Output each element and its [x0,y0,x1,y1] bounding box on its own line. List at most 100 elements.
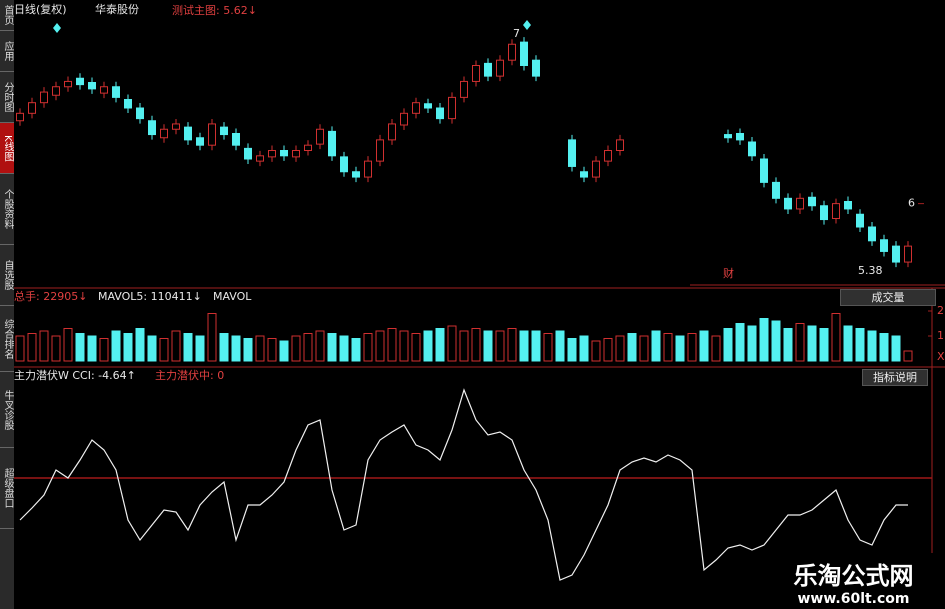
sidebar-tab[interactable]: 自选股 [0,245,14,306]
state-label: 主力潜伏中: 0 [155,368,224,382]
volume-bar [531,330,541,362]
candle [604,150,612,162]
volume-bar [411,333,421,362]
mavol5: MAVOL5: 110411↓ [98,290,202,303]
sidebar-tab[interactable]: 牛叉诊股 [0,372,14,448]
volume-bar [63,328,73,362]
candle [220,126,228,136]
volume-bar [567,338,577,362]
sidebar-tab[interactable]: 分时图 [0,72,14,123]
volume-bar [291,335,301,362]
volume-bar [603,338,613,362]
candle [76,77,84,86]
candle [892,245,900,263]
candle [352,171,360,178]
volume-bar [831,313,841,362]
candle [100,86,108,94]
candle [64,80,72,88]
volume-bar [771,320,781,362]
candle [484,62,492,77]
volume-bar [387,328,397,362]
volume-bar [423,330,433,362]
price-tick-label: 6 [908,197,915,210]
volume-bar [447,325,457,362]
candle [580,171,588,178]
volume-bar [591,340,601,362]
candle [256,155,264,162]
candle [244,147,252,160]
volume-bar [903,350,913,362]
candle [160,128,168,139]
volume-bar [627,333,637,362]
volume-bar [39,330,49,362]
sidebar-tab[interactable]: 超级盘口 [0,448,14,529]
candle [208,123,216,146]
volume-bar [663,333,673,362]
watermark: 乐淘公式网 www.60lt.com [762,553,945,609]
candle [472,65,480,82]
volume-bar [891,335,901,362]
candle [736,133,744,141]
sidebar-tab[interactable]: 综合排名 [0,306,14,372]
sidebar-tab[interactable]: K线图 [0,123,14,174]
candle [904,245,912,263]
watermark-url: www.60lt.com [797,591,910,607]
volume-bar [171,330,181,362]
candle [112,86,120,98]
volume-bar [267,338,277,362]
sidebar-tab[interactable]: 首页 [0,0,14,31]
indicator-button[interactable]: 指标说明 [862,369,928,386]
volume-bar [87,335,97,362]
candle [616,139,624,151]
volume-bar [879,333,889,362]
candle [496,59,504,77]
volume-bar [687,333,697,362]
sidebar-tab[interactable]: 个股资料 [0,174,14,245]
volume-bar [555,330,565,362]
high-label: 7 [513,27,520,40]
period: 日线(复权) [14,2,67,16]
candle [856,213,864,228]
volume-bar [759,318,769,362]
candle [52,86,60,96]
candle [520,41,528,66]
volume-bar [207,313,217,362]
volume-bar [303,333,313,362]
volume-bar [159,338,169,362]
candle [460,80,468,98]
cci-label: 主力潜伏W CCI: -4.64↑ [14,368,136,382]
volume-bar [867,330,877,362]
volume-bar [27,333,37,362]
volume-bar [507,328,517,362]
sidebar: 首页 应用 分时图 K线图 个股资料 自选股 综合排名 牛叉诊股 超级盘口 [0,0,14,609]
volume-bar [819,328,829,362]
candle [508,43,516,61]
candle [880,239,888,252]
volume-bar [543,333,553,362]
volume-bar [471,328,481,362]
volume-bar [327,333,337,362]
candle [292,150,300,158]
volume-bar [747,325,757,362]
volume-bar [99,338,109,362]
volume-bar [111,330,121,362]
volume-bar [711,335,721,362]
candle [772,181,780,199]
volume-bar [459,330,469,362]
volume-bar [339,335,349,362]
candle [532,59,540,77]
volume-bar [243,338,253,362]
volume-bar [735,323,745,362]
cci-line [19,388,908,581]
mavol: MAVOL [213,290,252,303]
volume-bar [807,325,817,362]
volume-bar [615,335,625,362]
volume-button[interactable]: 成交量 [840,289,936,306]
candle [148,120,156,136]
candle [436,107,444,120]
candle [172,123,180,130]
sidebar-tab[interactable]: 应用 [0,31,14,72]
candle [304,144,312,151]
volume-bar [639,335,649,362]
